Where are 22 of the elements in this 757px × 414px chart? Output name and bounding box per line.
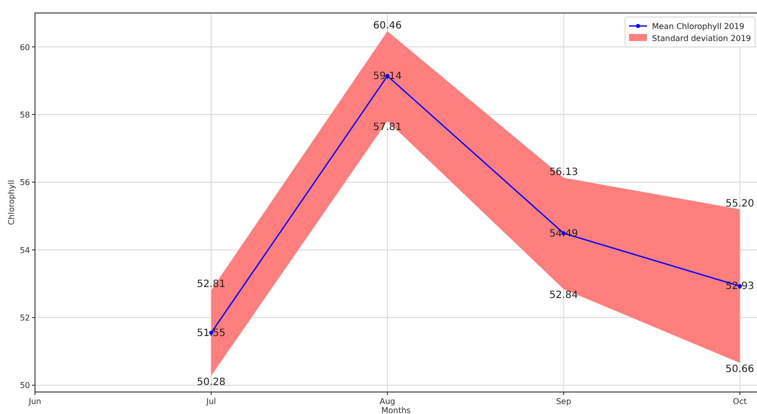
x-tick-label: Jul — [205, 397, 216, 406]
x-axis-title: Months — [381, 406, 411, 414]
legend-label: Standard deviation 2019 — [652, 34, 752, 43]
x-tick-label: Sep — [556, 397, 572, 406]
y-tick-label: 60 — [20, 42, 30, 52]
annotation: 55.20 — [726, 198, 754, 210]
y-tick-label: 50 — [20, 381, 30, 390]
annotation: 52.84 — [549, 290, 578, 302]
annotation: 50.66 — [726, 364, 754, 375]
annotation: 60.46 — [373, 20, 402, 32]
y-tick-label: 56 — [20, 178, 30, 188]
x-tick-label: Jun — [28, 397, 42, 406]
legend-label: Mean Chlorophyll 2019 — [652, 22, 744, 31]
annotation: 50.28 — [196, 376, 226, 388]
y-tick-label: 58 — [20, 110, 30, 120]
data-label: 51.55 — [196, 328, 226, 339]
data-label: 52.93 — [726, 281, 754, 292]
y-axis-title: Chlorophyll — [7, 180, 16, 226]
y-tick-label: 52 — [20, 314, 30, 323]
x-tick-label: Oct — [732, 397, 747, 406]
x-tick-label: Aug — [380, 397, 396, 406]
y-tick-label: 54 — [20, 246, 30, 255]
